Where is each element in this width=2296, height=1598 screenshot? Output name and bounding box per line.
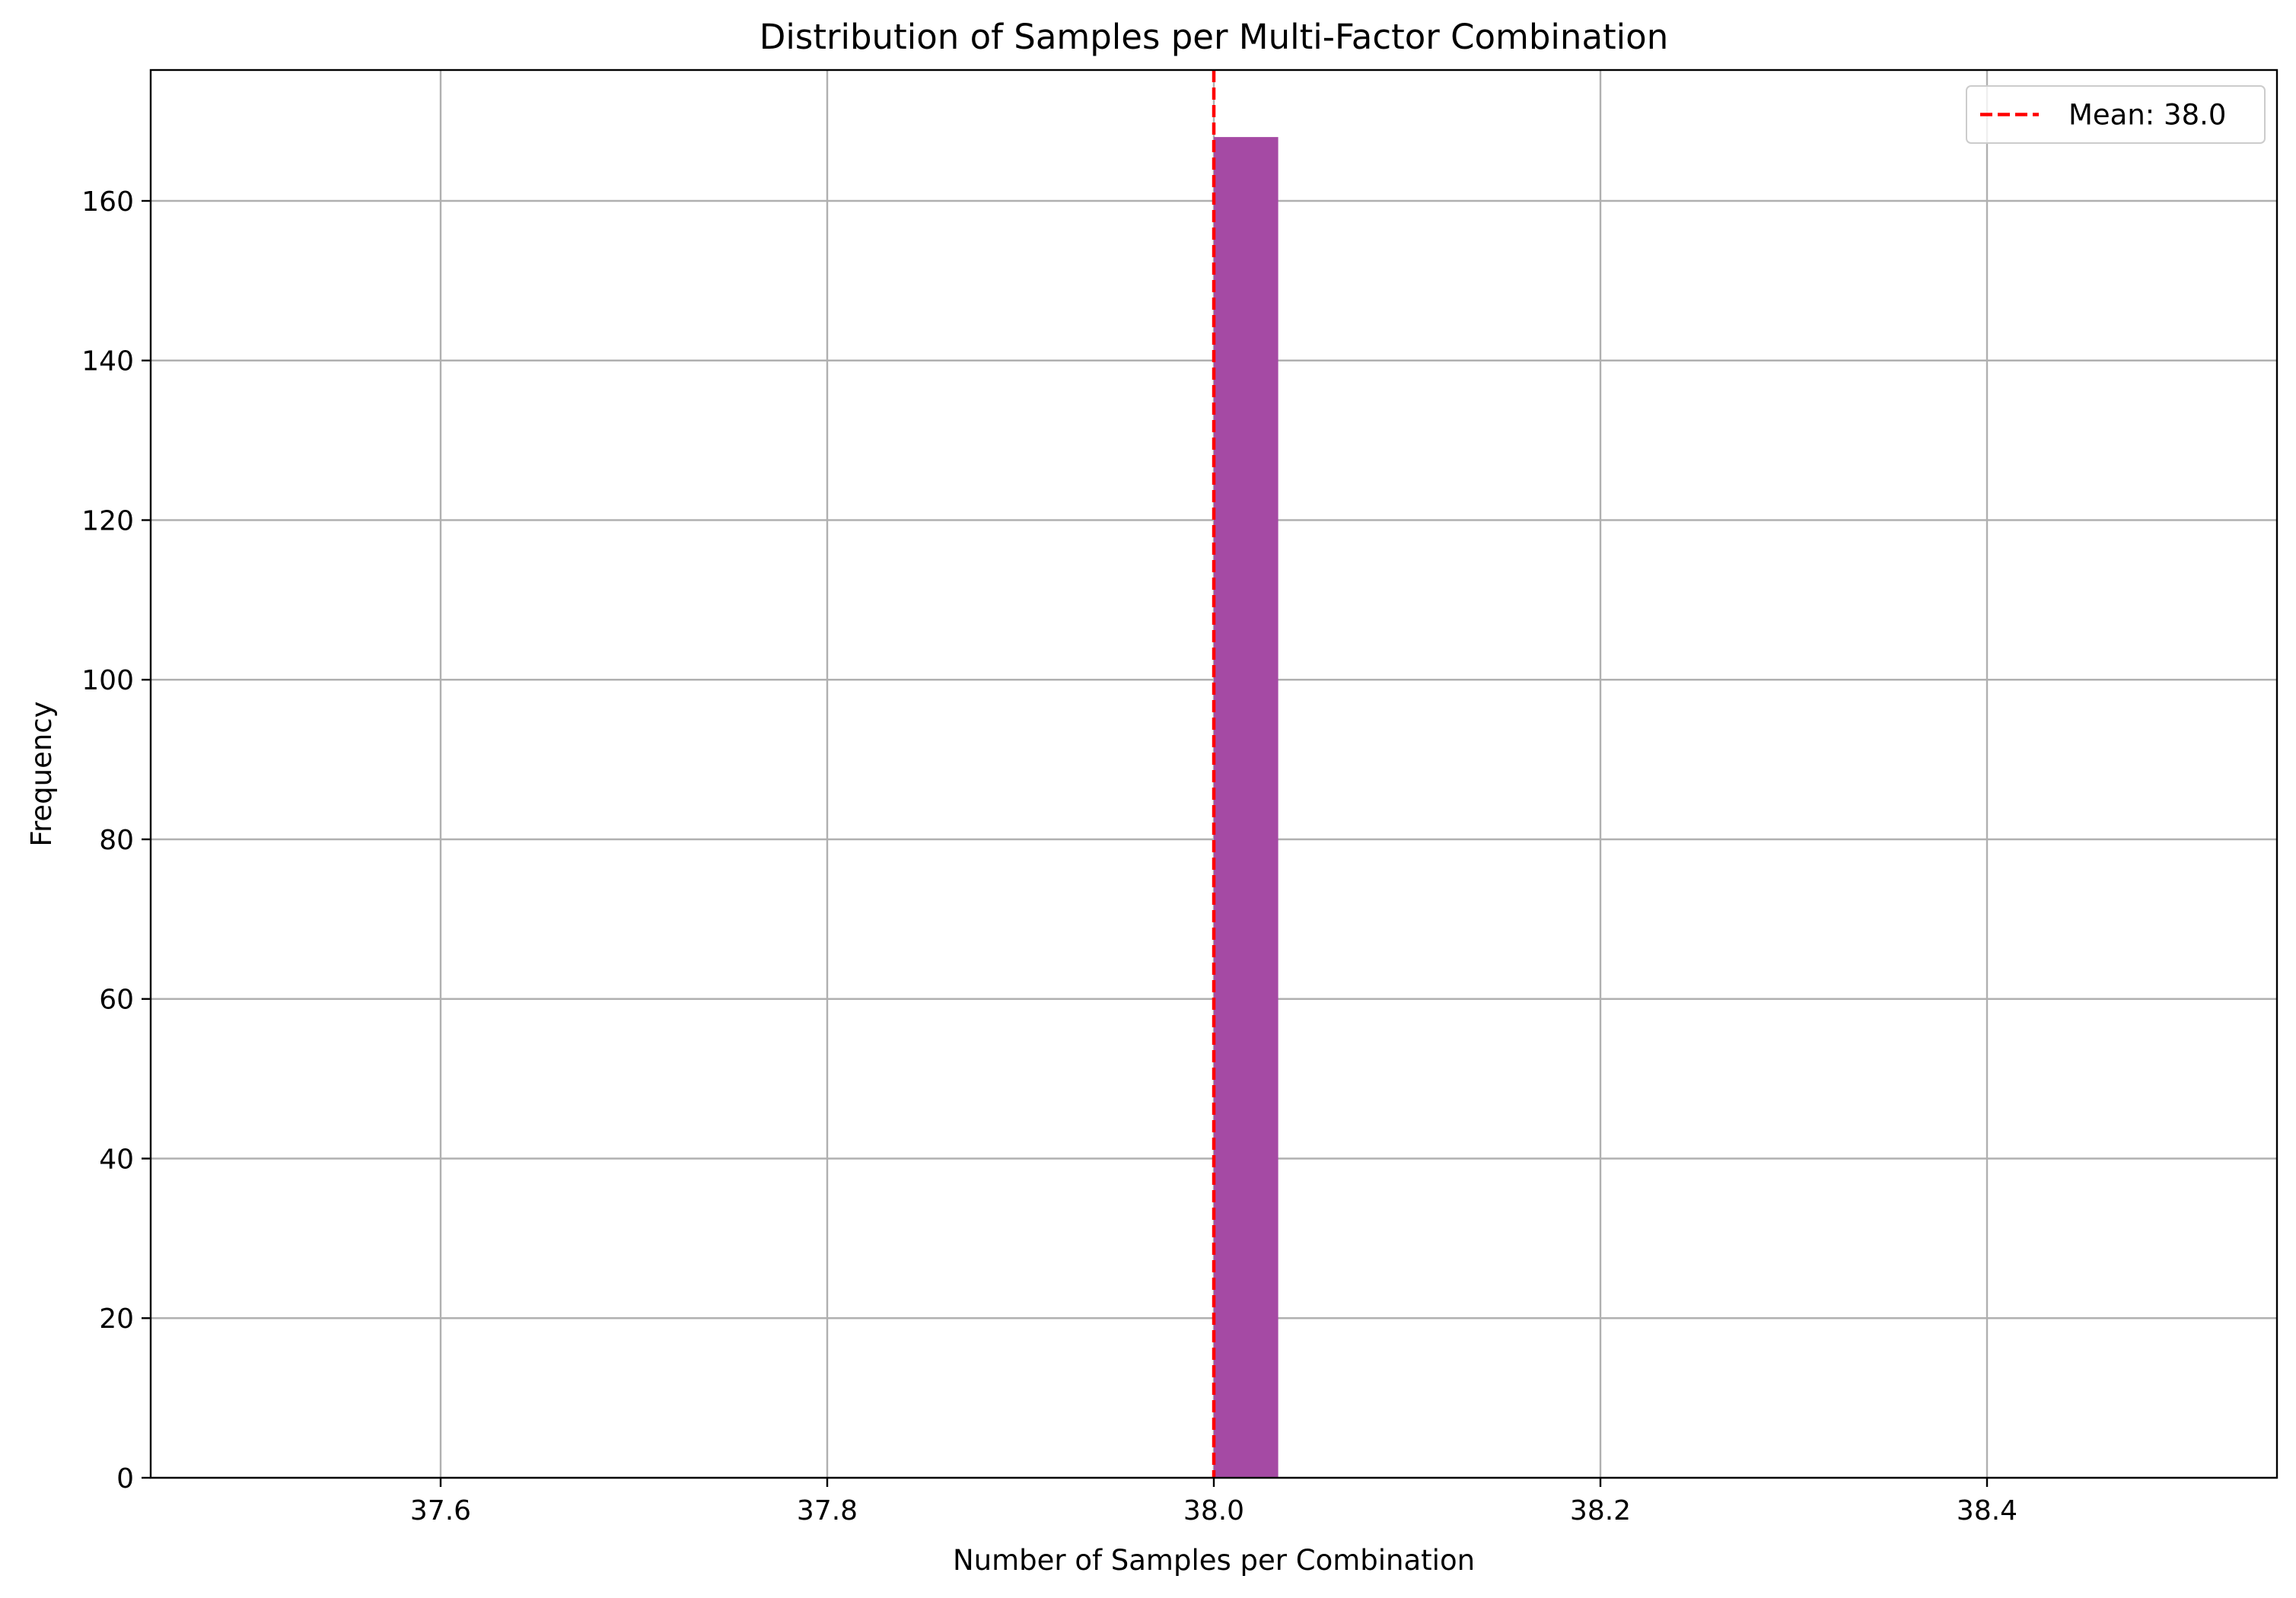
x-tick-label: 37.6 [410,1495,471,1526]
y-tick-label: 80 [99,825,134,856]
y-tick-label: 120 [81,505,134,536]
y-axis-label: Frequency [25,701,58,846]
x-tick-label: 38.4 [1957,1495,2017,1526]
chart-title: Distribution of Samples per Multi-Factor… [759,17,1668,57]
legend-mean-label: Mean: 38.0 [2068,99,2226,132]
y-tick-label: 160 [81,186,134,218]
x-tick-label: 37.8 [797,1495,858,1526]
x-tick-label: 38.2 [1570,1495,1631,1526]
legend-box [1966,85,2266,144]
y-axis-ticks: 0 20 40 60 80 100 120 140 160 [81,186,151,1495]
y-tick-label: 20 [99,1304,134,1335]
y-tick-label: 140 [81,346,134,377]
y-tick-label: 0 [116,1463,134,1495]
histogram-bar [1214,137,1279,1479]
y-tick-label: 40 [99,1144,134,1175]
histogram-bars [1214,137,1279,1479]
x-axis-label: Number of Samples per Combination [953,1544,1475,1577]
y-tick-label: 100 [81,665,134,696]
x-axis-ticks: 37.6 37.8 38.0 38.2 38.4 [410,1478,2017,1526]
x-tick-label: 38.0 [1183,1495,1244,1526]
y-tick-label: 60 [99,985,134,1016]
legend: Mean: 38.0 [1966,85,2266,144]
